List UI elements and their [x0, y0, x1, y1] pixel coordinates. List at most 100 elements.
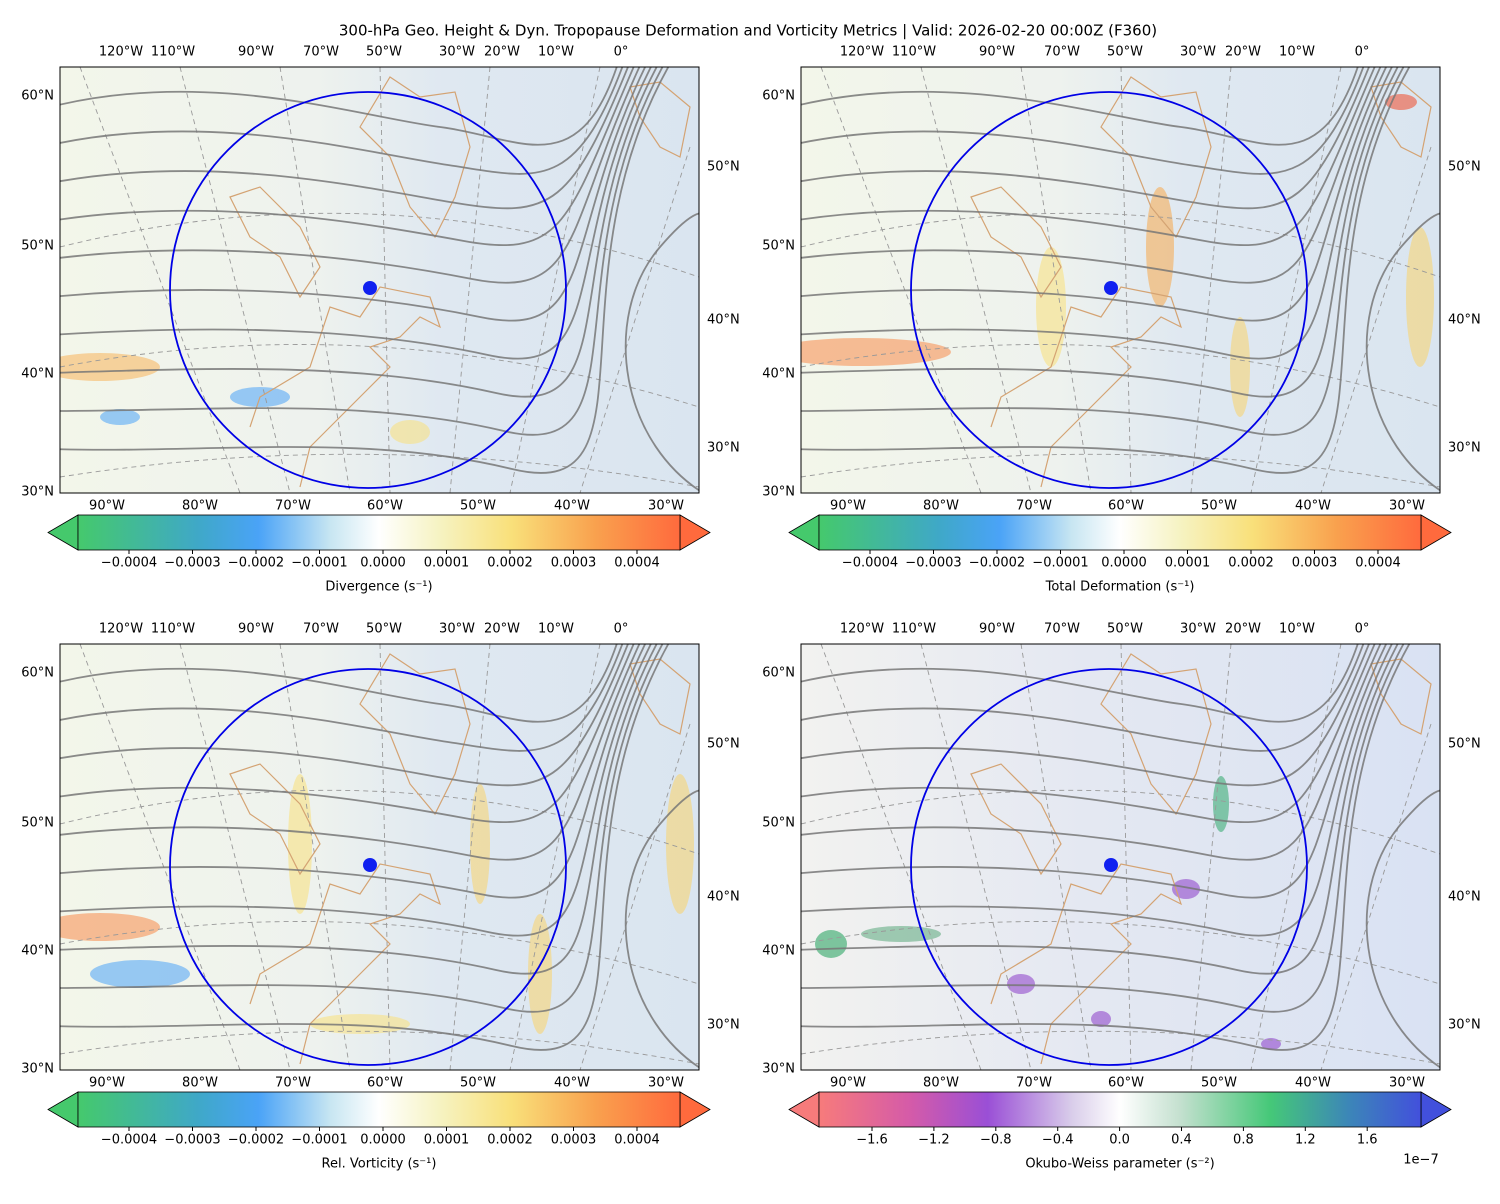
- field-shading: [1036, 247, 1066, 367]
- graticule: [60, 212, 699, 278]
- colorbar-tick-label: 0.0004: [1355, 556, 1401, 571]
- left-lat-label: 50°N: [21, 239, 54, 254]
- height-contour: [60, 644, 629, 787]
- top-lon-label: 30°W: [1180, 622, 1216, 637]
- right-lat-label: 30°N: [707, 441, 740, 456]
- colorbar: −0.0004 −0.0003 −0.0002 −0.0001 0.0000 0.0001…: [47, 1091, 711, 1172]
- left-lat-label: 40°N: [21, 367, 54, 382]
- graticule: [801, 344, 1440, 408]
- height-contour: [60, 67, 647, 322]
- coastline: [1100, 653, 1212, 816]
- colorbar-tick-label: −0.0002: [228, 1133, 284, 1148]
- height-contour: [801, 644, 1388, 899]
- colorbar-tick-label: −0.0001: [291, 556, 347, 571]
- height-contour: [801, 67, 1394, 360]
- bottom-lon-label: 70°W: [1016, 499, 1052, 514]
- left-lat-label: 60°N: [21, 666, 54, 681]
- field-shading: [60, 913, 160, 941]
- field-shading: [528, 914, 552, 1034]
- height-contour: [60, 644, 658, 975]
- height-contour: [60, 644, 653, 937]
- right-lat-label: 30°N: [1448, 1018, 1481, 1033]
- height-contour: [60, 67, 653, 360]
- top-lon-label: 120°W: [840, 45, 884, 60]
- colorbar-tick-label: 0.8: [1233, 1133, 1254, 1148]
- top-lon-label: 30°W: [439, 622, 475, 637]
- right-lat-label: 40°N: [707, 313, 740, 328]
- colorbar-tick-label: 0.0002: [487, 1133, 533, 1148]
- top-lon-label: 90°W: [979, 45, 1015, 60]
- right-lat-label: 30°N: [1448, 441, 1481, 456]
- bottom-lon-label: 30°W: [648, 499, 684, 514]
- height-contour: [801, 67, 1365, 175]
- field-shading: [815, 930, 847, 958]
- map-panel: 120°W 110°W 90°W 70°W 50°W 30°W 20°W 10°W 0° 60°N…: [21, 622, 740, 1172]
- right-lat-label: 40°N: [1448, 313, 1481, 328]
- height-contour: [624, 789, 699, 1069]
- map-background: [801, 67, 1440, 493]
- colorbar-extend-high: [1420, 1091, 1452, 1128]
- height-contour: [801, 644, 1411, 1051]
- coastline: [990, 863, 1183, 1065]
- colorbar-tick-label: −0.0003: [905, 556, 961, 571]
- colorbar-tick-label: −0.0004: [101, 1133, 157, 1148]
- target-point: [1104, 858, 1118, 872]
- graticule: [179, 644, 291, 1070]
- bottom-lon-label: 60°W: [1108, 499, 1144, 514]
- graticule: [60, 921, 699, 985]
- bottom-lon-label: 90°W: [89, 1076, 125, 1091]
- colorbar-tick-label: 0.0004: [614, 1133, 660, 1148]
- target-circle: [910, 91, 1308, 489]
- top-lon-label: 90°W: [238, 622, 274, 637]
- field-shading: [861, 926, 941, 942]
- target-circle: [169, 668, 567, 1066]
- target-point: [363, 281, 377, 295]
- bottom-lon-label: 80°W: [182, 499, 218, 514]
- graticule: [60, 453, 699, 488]
- graticule: [579, 723, 691, 1070]
- map-background: [60, 644, 699, 1070]
- map-area: [60, 644, 699, 1070]
- field-shading: [90, 960, 190, 988]
- left-lat-label: 50°N: [762, 239, 795, 254]
- colorbar: −0.0004 −0.0003 −0.0002 −0.0001 0.0000 0.0001…: [788, 514, 1452, 595]
- left-lat-label: 40°N: [762, 367, 795, 382]
- bottom-lon-label: 40°W: [554, 499, 590, 514]
- top-lon-label: 50°W: [1107, 45, 1143, 60]
- bottom-lon-label: 50°W: [1201, 1076, 1237, 1091]
- height-contour: [1365, 212, 1440, 492]
- graticule: [509, 644, 601, 1070]
- bottom-lon-label: 50°W: [1201, 499, 1237, 514]
- height-contour: [624, 212, 699, 492]
- colorbar-label: Divergence (s⁻¹): [325, 580, 432, 595]
- map-area: [801, 67, 1440, 493]
- top-lon-label: 10°W: [538, 45, 574, 60]
- field-shading: [1230, 317, 1250, 417]
- height-contour: [60, 644, 624, 752]
- height-contour: [801, 644, 1370, 787]
- map-panel: 120°W 110°W 90°W 70°W 50°W 30°W 20°W 10°W 0° 60°N…: [762, 45, 1481, 595]
- colorbar-tick-label: 0.0001: [424, 556, 470, 571]
- graticule: [60, 789, 699, 855]
- colorbar-extend-high: [679, 1091, 711, 1128]
- top-lon-label: 70°W: [1044, 45, 1080, 60]
- top-lon-label: 110°W: [151, 622, 195, 637]
- height-contour: [60, 67, 629, 210]
- colorbar-tick-label: 0.0001: [424, 1133, 470, 1148]
- colorbar-tick-label: −1.2: [918, 1133, 950, 1148]
- height-contour: [60, 67, 658, 398]
- bottom-lon-label: 50°W: [460, 499, 496, 514]
- bottom-lon-label: 80°W: [923, 499, 959, 514]
- colorbar-body: [818, 1091, 1422, 1128]
- graticule: [801, 789, 1440, 855]
- target-point: [363, 858, 377, 872]
- top-lon-label: 20°W: [484, 45, 520, 60]
- colorbar-tick-label: −1.6: [856, 1133, 888, 1148]
- graticule: [920, 644, 1032, 1070]
- colorbar-extend-high: [1420, 514, 1452, 551]
- height-contour: [60, 67, 670, 474]
- height-contour: [801, 67, 1411, 474]
- bottom-lon-label: 60°W: [367, 1076, 403, 1091]
- colorbar-tick-label: 1.6: [1357, 1133, 1378, 1148]
- graticule: [801, 453, 1440, 488]
